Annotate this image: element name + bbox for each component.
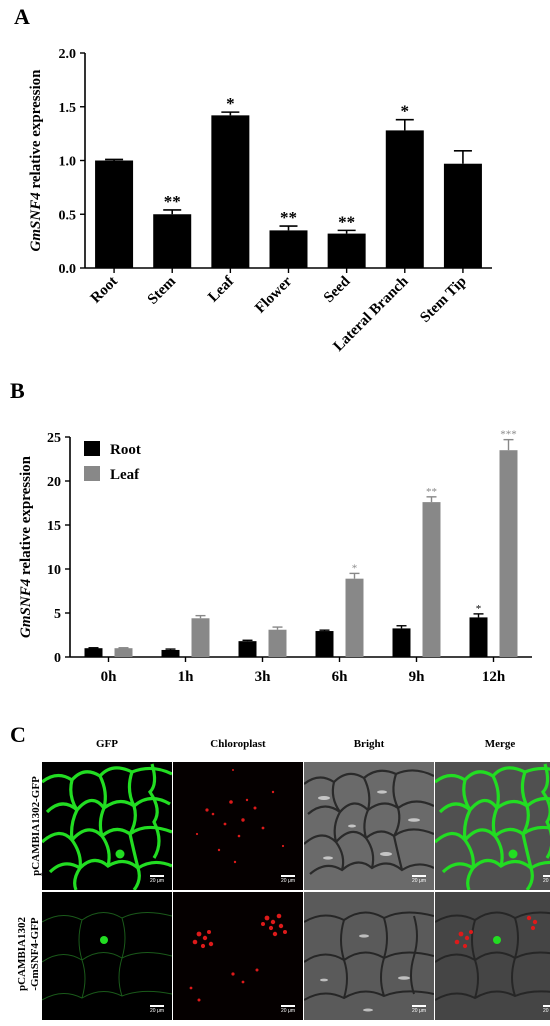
significance-mark: ** [164, 192, 181, 211]
x-tick-label: Leaf [205, 273, 238, 306]
x-tick-label: 1h [178, 669, 195, 685]
bar-leaf [211, 115, 250, 268]
bar-root-6h [315, 631, 334, 657]
panel-c-label: C [10, 722, 26, 747]
x-tick-label: 6h [332, 669, 349, 685]
image-merge-control: 20 μm [435, 762, 550, 890]
bar-root-1h [161, 649, 180, 657]
bar-root-0h [84, 648, 103, 657]
legend-label-leaf: Leaf [110, 467, 140, 483]
y-axis-label: GmSNF4 relative expression [18, 455, 34, 638]
y-tick-label: 0.5 [59, 208, 77, 223]
image-bright-control: 20 μm [304, 762, 434, 890]
bar-leaf-1h [191, 618, 210, 657]
legend-swatch-root [84, 441, 100, 456]
column-title-gfp: GFP [96, 738, 118, 750]
row-label-control-text: pCAMBIA1302-GFP [30, 776, 42, 876]
significance-mark: ** [338, 212, 355, 231]
scale-bar: 20 μm [150, 875, 164, 884]
x-tick-label: Root [88, 274, 121, 307]
x-tick-label: Flower [252, 273, 295, 316]
scale-bar: 20 μm [281, 875, 295, 884]
legend-label-root: Root [110, 442, 141, 458]
x-tick-label: 12h [482, 669, 506, 685]
scale-bar: 20 μm [412, 875, 426, 884]
image-gfp-fusion: 20 μm [42, 892, 172, 1020]
image-gfp-control: 20 μm [42, 762, 172, 890]
row-label-fusion-line1: pCAMBIA1302 [16, 917, 28, 991]
bar-lateral-branch [385, 130, 424, 268]
image-chloroplast-control: 20 μm [173, 762, 303, 890]
y-tick-label: 0 [54, 651, 61, 666]
y-axis-label: GmSNF4 relative expression [28, 69, 44, 252]
bar-leaf-0h [114, 648, 133, 657]
significance-mark: * [476, 603, 482, 615]
row-label-fusion-line2: -GmSNF4-GFP [29, 917, 41, 991]
significance-mark: ** [426, 486, 437, 498]
x-tick-label: Stem Tip [417, 274, 469, 326]
bar-seed [327, 233, 366, 268]
y-tick-label: 1.5 [59, 101, 77, 116]
y-tick-label: 25 [47, 431, 61, 446]
significance-mark: ** [280, 208, 297, 227]
panel-b-label: B [10, 378, 25, 403]
significance-mark: *** [500, 429, 517, 441]
scale-bar: 20 μm [281, 1005, 295, 1014]
image-bright-fusion: 20 μm [304, 892, 434, 1020]
y-tick-label: 1.0 [59, 155, 77, 170]
bar-leaf-3h [268, 629, 287, 657]
chart-a: 0.00.51.01.52.0Root**Stem*Leaf**Flower**… [28, 47, 492, 355]
x-tick-label: Seed [321, 273, 354, 306]
legend-swatch-leaf [84, 466, 100, 481]
bar-root-12h [469, 617, 488, 657]
scale-bar: 20 μm [543, 875, 550, 884]
scale-bar: 20 μm [150, 1005, 164, 1014]
y-tick-label: 15 [47, 519, 61, 534]
scale-bar: 20 μm [412, 1005, 426, 1014]
y-tick-label: 20 [47, 475, 61, 490]
bar-root [95, 160, 134, 268]
bar-root-9h [392, 628, 411, 657]
x-tick-label: 0h [101, 669, 118, 685]
y-tick-label: 2.0 [59, 47, 77, 62]
significance-mark: * [226, 94, 235, 113]
column-title-merge: Merge [484, 738, 516, 750]
bar-root-3h [238, 641, 257, 657]
image-merge-fusion: 20 μm [435, 892, 550, 1020]
bar-stem [153, 214, 192, 268]
bar-leaf-6h [345, 578, 364, 657]
x-tick-label: 9h [409, 669, 426, 685]
scale-bar: 20 μm [543, 1005, 550, 1014]
bar-leaf-12h [499, 450, 518, 657]
y-tick-label: 5 [54, 607, 61, 622]
x-tick-label: Stem [145, 273, 180, 308]
x-tick-label: 3h [255, 669, 272, 685]
row-label-control: pCAMBIA1302-GFP [30, 762, 42, 890]
image-chloroplast-fusion: 20 μm [173, 892, 303, 1020]
bar-leaf-9h [422, 502, 441, 657]
column-title-chloroplast: Chloroplast [210, 738, 266, 750]
y-tick-label: 10 [47, 563, 61, 578]
y-tick-label: 0.0 [59, 262, 77, 277]
panel-a-label: A [14, 4, 30, 29]
bar-stem-tip [443, 163, 482, 268]
bar-flower [269, 230, 308, 268]
column-title-bright: Bright [353, 738, 385, 750]
row-label-fusion: pCAMBIA1302 -GmSNF4-GFP [16, 890, 42, 1018]
significance-mark: * [401, 102, 410, 121]
significance-mark: * [352, 562, 358, 574]
